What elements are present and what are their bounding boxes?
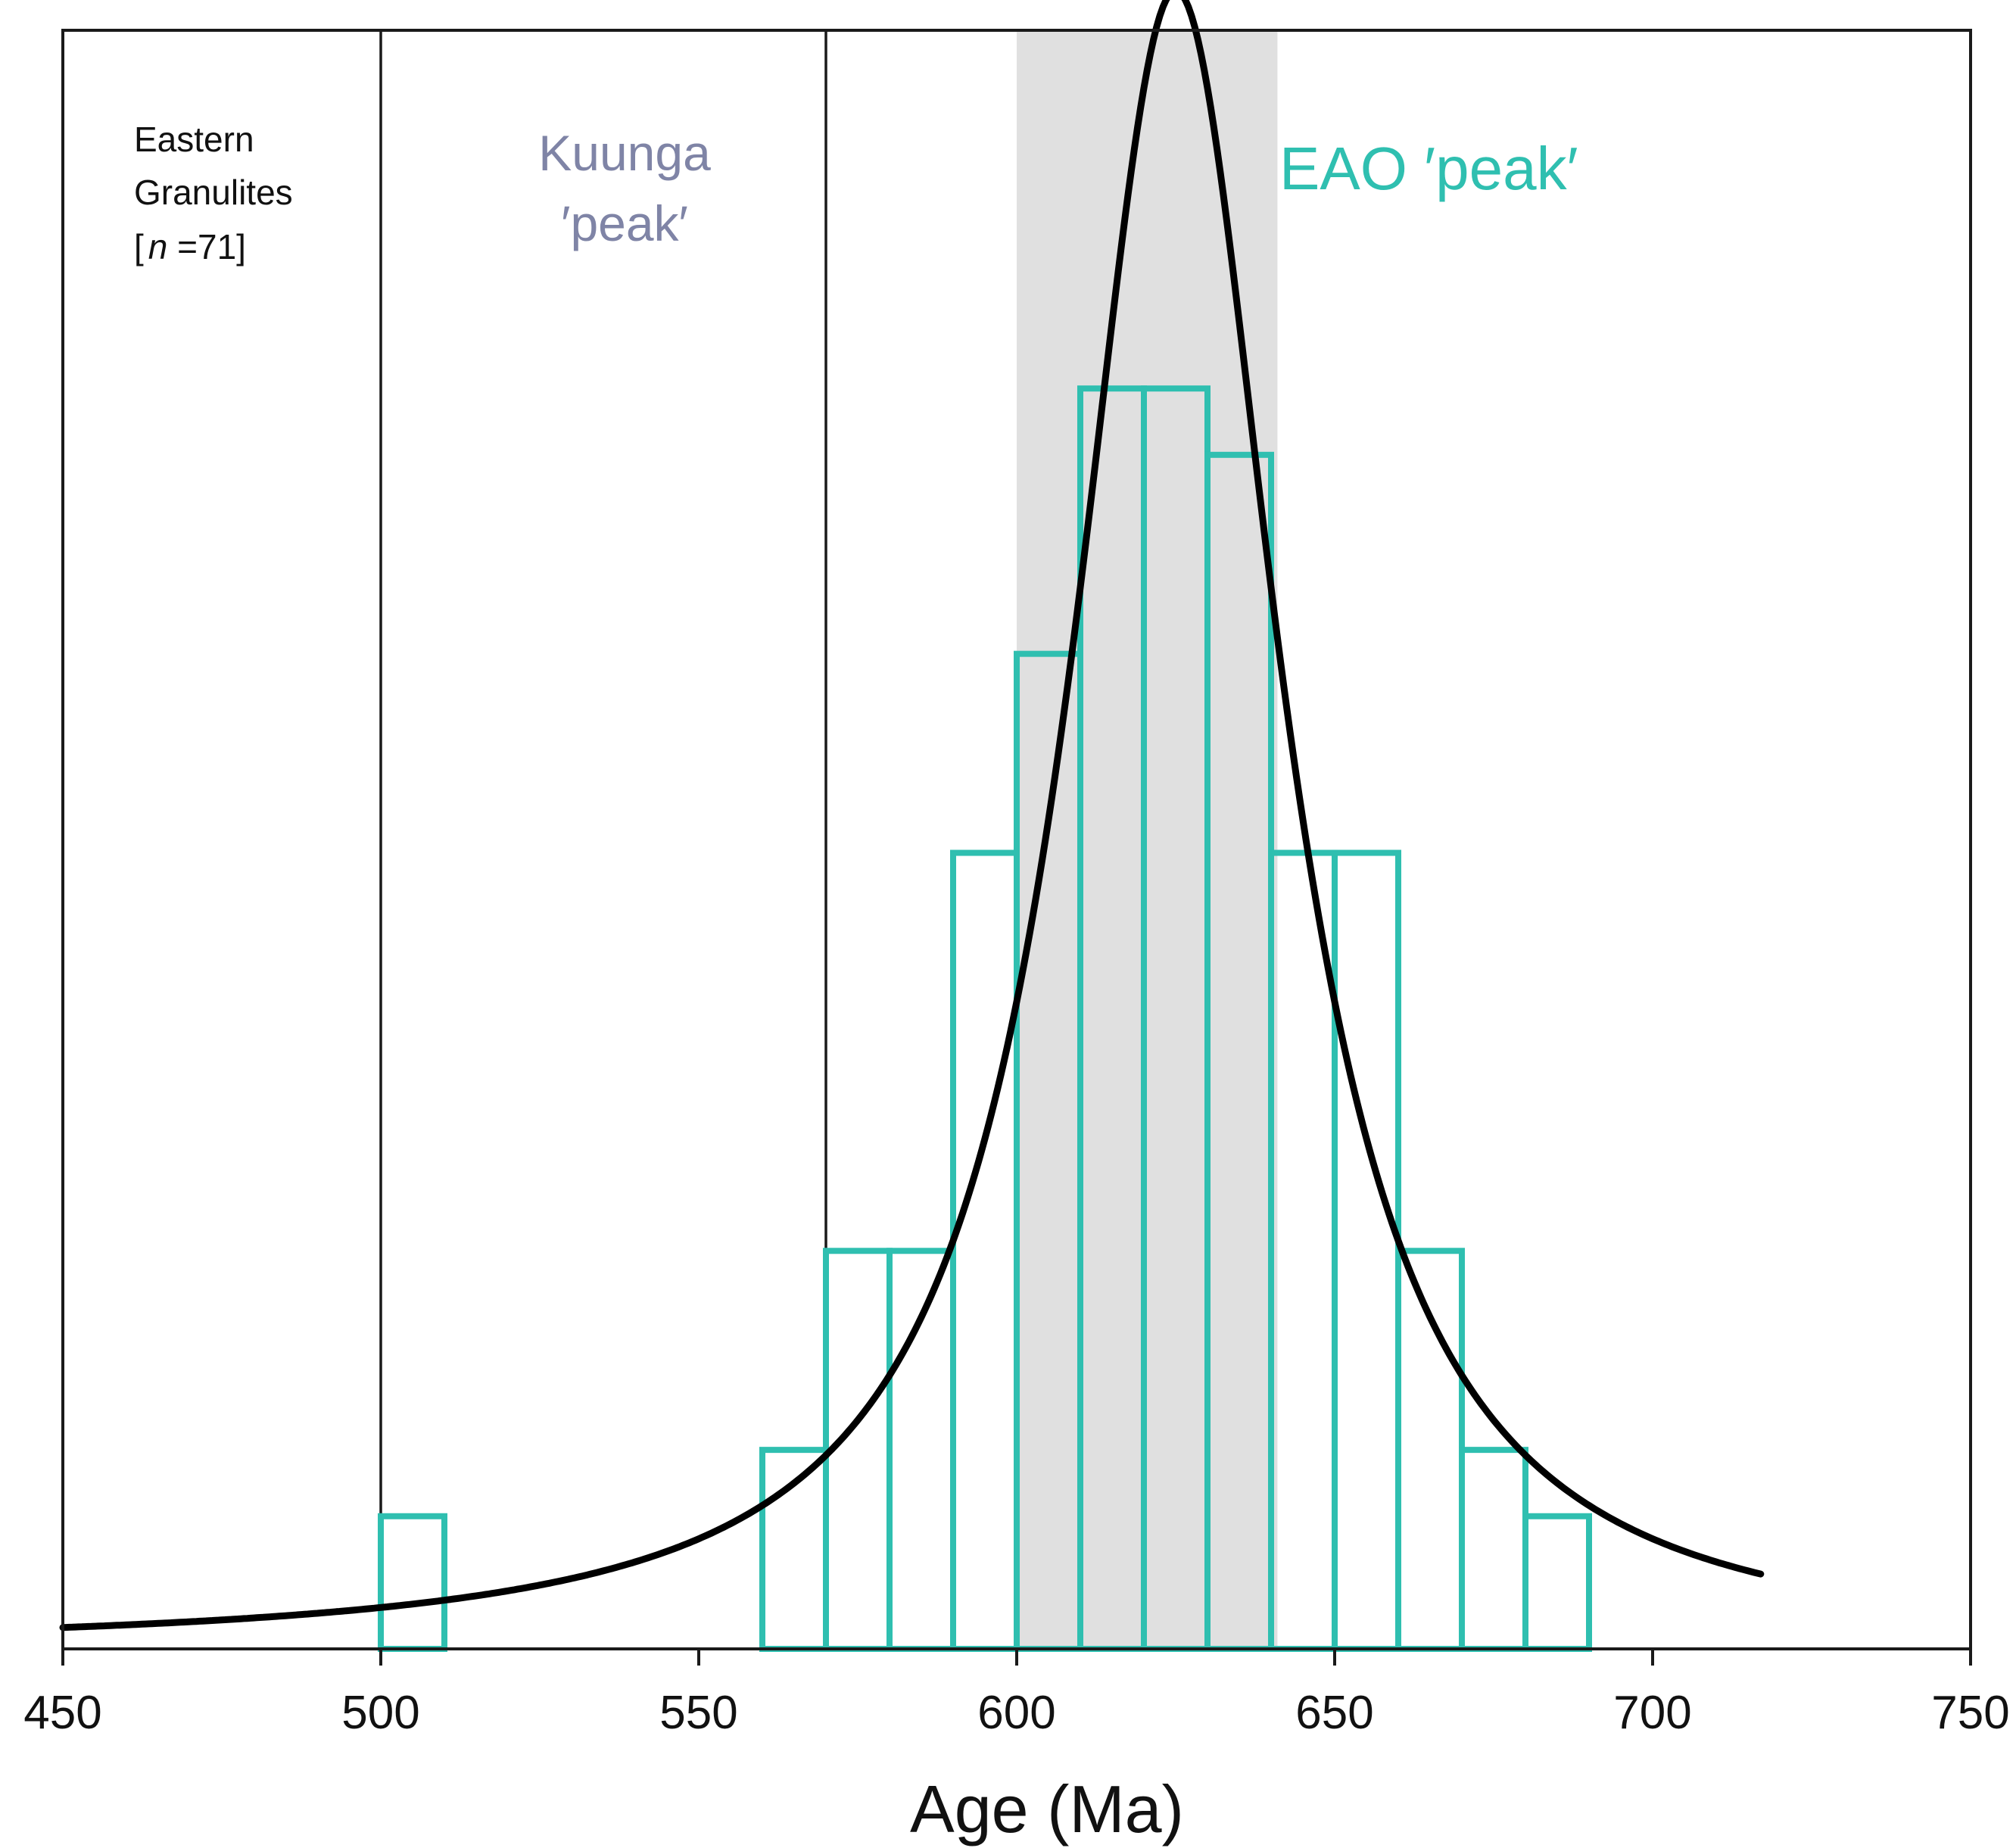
x-axis-label: Age (Ma) — [910, 1772, 1184, 1846]
probability-density-curve — [59, 0, 1765, 1631]
eao-peak-label: EAO ′peak′ — [1279, 135, 1578, 202]
sample-name-line2: Granulites — [134, 173, 293, 212]
x-tick-label-550: 550 — [659, 1687, 737, 1739]
x-tick-label-450: 450 — [23, 1687, 101, 1739]
x-tick-label-500: 500 — [341, 1687, 419, 1739]
sample-name-line1: Eastern — [134, 120, 254, 159]
x-tick-label-750: 750 — [1931, 1687, 2009, 1739]
sample-count: [n =71] — [134, 227, 246, 266]
kuunga-label-line2: ′peak′ — [561, 195, 688, 251]
sample-count-open: [ — [134, 227, 144, 266]
x-tick-label-600: 600 — [977, 1687, 1055, 1739]
shaded-peak-band — [1017, 30, 1278, 1649]
sample-count-value: =71] — [167, 227, 246, 266]
sample-count-n: n — [148, 227, 168, 266]
x-tick-label-700: 700 — [1613, 1687, 1691, 1739]
x-tick-label-650: 650 — [1295, 1687, 1373, 1739]
kuunga-label-line1: Kuunga — [538, 125, 711, 181]
